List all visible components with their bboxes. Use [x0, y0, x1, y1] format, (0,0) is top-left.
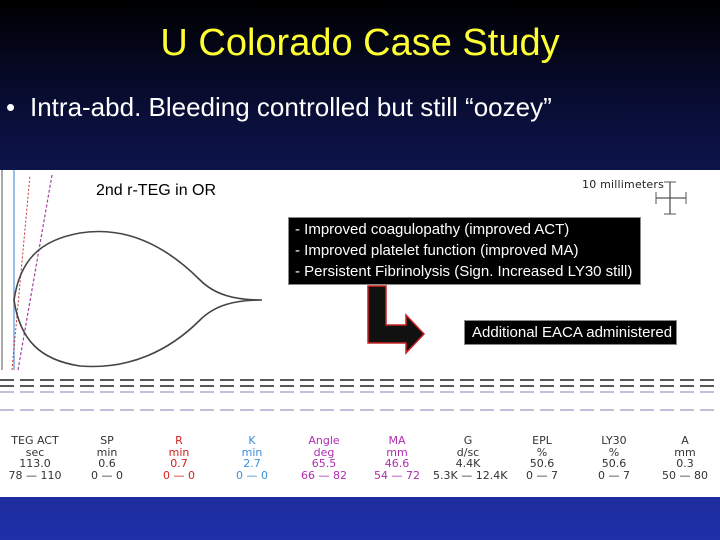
- param-range: 78 — 110: [8, 468, 62, 482]
- param-epl: EPL % 50.6 0 — 7: [507, 435, 577, 481]
- teg-label: 2nd r-TEG in OR: [96, 182, 217, 199]
- param-value: 2.7: [243, 457, 261, 470]
- param-ma: MA mm 46.6 54 — 72: [362, 435, 432, 481]
- param-name: MA: [388, 434, 406, 447]
- param-unit: mm: [386, 445, 408, 459]
- param-name: R: [175, 434, 183, 447]
- param-value: 0.3: [676, 457, 694, 470]
- param-unit: %: [608, 445, 620, 459]
- param-unit: min: [96, 445, 118, 459]
- finding-item: - Persistent Fibrinolysis (Sign. Increas…: [295, 263, 633, 280]
- param-range: 50 — 80: [662, 468, 708, 482]
- param-angle: Angle deg 65.5 66 — 82: [289, 435, 359, 481]
- param-range: 0 — 7: [598, 468, 630, 482]
- param-name: Angle: [308, 434, 340, 447]
- param-range: 54 — 72: [374, 468, 420, 482]
- param-range: 66 — 82: [301, 468, 347, 482]
- param-teg-act: TEG ACT sec 113.0 78 — 110: [0, 435, 70, 481]
- param-value: 46.6: [384, 457, 410, 470]
- scale-label: 10 millimeters: [582, 178, 665, 191]
- param-k: K min 2.7 0 — 0: [217, 435, 287, 481]
- param-value: 50.6: [601, 457, 627, 470]
- param-range: 0 — 0: [236, 468, 268, 482]
- param-a: A mm 0.3 50 — 80: [650, 435, 720, 481]
- param-sp: SP min 0.6 0 — 0: [72, 435, 142, 481]
- bullet-dot: •: [6, 92, 16, 122]
- param-unit: d/sc: [456, 445, 480, 459]
- angle-line: [17, 174, 53, 371]
- param-unit: sec: [25, 445, 45, 459]
- param-name: TEG ACT: [11, 434, 59, 447]
- teg-panel: 2nd r-TEG in OR 10 millimeters - Improve…: [0, 170, 720, 497]
- bullet-text: Intra-abd. Bleeding controlled but still…: [30, 92, 552, 122]
- param-value: 0.7: [170, 457, 188, 470]
- param-value: 113.0: [19, 457, 51, 470]
- param-value: 0.6: [98, 457, 116, 470]
- param-name: A: [681, 434, 689, 447]
- param-value: 50.6: [529, 457, 555, 470]
- param-value: 65.5: [311, 457, 337, 470]
- action-box: Additional EACA administered: [464, 320, 678, 345]
- elbow-arrow: [367, 285, 426, 355]
- finding-item: - Improved coagulopathy (improved ACT): [295, 221, 570, 238]
- param-name: SP: [100, 434, 114, 447]
- param-name: LY30: [601, 434, 627, 447]
- param-unit: min: [168, 445, 190, 459]
- param-value: 4.4K: [455, 457, 481, 470]
- param-range: 0 — 7: [526, 468, 558, 482]
- param-range: 0 — 0: [91, 468, 123, 482]
- param-name: K: [248, 434, 256, 447]
- param-range: 0 — 0: [163, 468, 195, 482]
- slide-title: U Colorado Case Study: [160, 22, 560, 64]
- teg-tracing: [0, 170, 720, 411]
- param-name: EPL: [532, 434, 552, 447]
- bullet-item: • Intra-abd. Bleeding controlled but stil…: [6, 92, 552, 123]
- param-unit: %: [536, 445, 548, 459]
- param-unit: mm: [674, 445, 696, 459]
- finding-item: - Improved platelet function (improved M…: [295, 242, 579, 259]
- teg-parameters: TEG ACT sec 113.0 78 — 110 SP min 0.6 0 …: [0, 435, 720, 490]
- param-range: 5.3K — 12.4K: [433, 468, 508, 482]
- teg-trace: [13, 230, 263, 368]
- param-name: G: [463, 434, 473, 447]
- param-ly30: LY30 % 50.6 0 — 7: [579, 435, 649, 481]
- findings-box: - Improved coagulopathy (improved ACT) -…: [288, 217, 642, 285]
- param-g: G d/sc 4.4K 5.3K — 12.4K: [433, 434, 508, 482]
- param-unit: deg: [313, 445, 335, 459]
- param-r: R min 0.7 0 — 0: [144, 435, 214, 481]
- param-unit: min: [241, 445, 263, 459]
